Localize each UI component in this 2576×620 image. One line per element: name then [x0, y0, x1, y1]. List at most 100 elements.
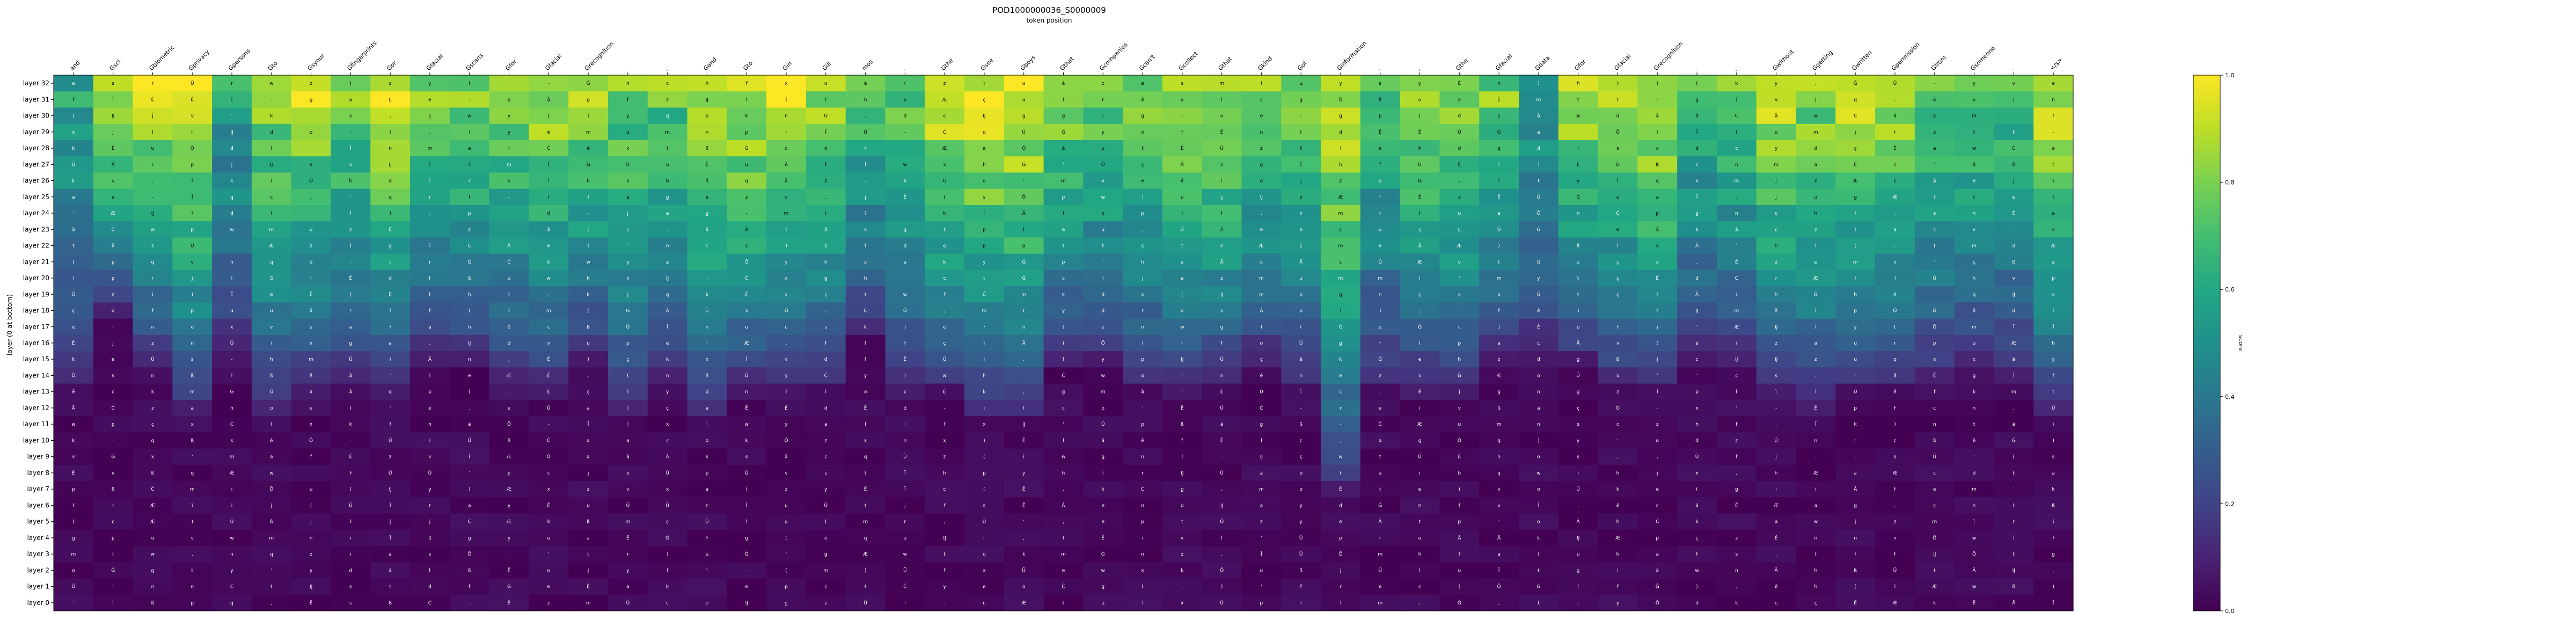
- cell-token-label: ā: [1656, 114, 1659, 119]
- heatmap-cell: [1321, 286, 1361, 303]
- cell-token-label: .: [1379, 390, 1381, 395]
- cell-token-label: r: [1340, 406, 1342, 411]
- cell-token-label: Ō: [547, 454, 551, 460]
- cell-token-label: h: [468, 292, 471, 297]
- cell-token-label: Æ: [863, 552, 868, 557]
- cell-token-label: h: [1497, 455, 1501, 460]
- cell-token-label: -: [508, 195, 510, 200]
- heatmap-cell: [806, 205, 846, 222]
- heatmap-cell: [1360, 107, 1401, 125]
- cell-token-label: ŀ: [706, 536, 708, 541]
- cell-token-label: Ā: [1022, 210, 1026, 216]
- cell-token-label: (: [627, 373, 629, 378]
- cell-token-label: Ī: [231, 97, 233, 103]
- cell-token-label: -: [1340, 422, 1341, 427]
- cell-token-label: Ű: [1537, 194, 1541, 200]
- heatmap-cell: [1637, 237, 1678, 254]
- cell-token-label: i: [271, 179, 273, 184]
- heatmap-cell: [1123, 269, 1163, 287]
- cell-token-label: z: [587, 487, 590, 492]
- heatmap-cell: [93, 253, 134, 271]
- heatmap-cell: [1083, 286, 1123, 303]
- heatmap-cell: [1954, 123, 1995, 141]
- heatmap-cell: [1875, 253, 1915, 271]
- heatmap-cell: [1598, 172, 1638, 189]
- heatmap-cell: [1994, 156, 2034, 173]
- heatmap-cell: [1123, 188, 1163, 206]
- cell-token-label: z: [824, 438, 827, 443]
- cell-token-label: x: [785, 276, 788, 281]
- cell-token-label: z: [824, 601, 827, 606]
- heatmap-cell: [370, 156, 411, 173]
- cell-token-label: y: [983, 260, 986, 265]
- cell-token-label: ,: [508, 81, 510, 86]
- cell-token-label: ā: [1260, 471, 1263, 476]
- cell-token-label: ì: [1933, 195, 1935, 200]
- cell-token-label: r: [1379, 536, 1381, 541]
- cell-token-label: ā: [1656, 568, 1659, 573]
- cell-token-label: y: [428, 81, 431, 86]
- cell-token-label: q: [1497, 146, 1501, 151]
- cell-token-label: .: [1894, 211, 1896, 216]
- cell-token-label: ç: [72, 309, 75, 314]
- cell-token-label: l: [152, 130, 153, 135]
- heatmap-cell: [1043, 172, 1084, 189]
- cell-token-label: Ű: [1299, 340, 1303, 346]
- cell-token-label: ā: [2052, 260, 2055, 265]
- heatmap-cell: [1835, 205, 1876, 222]
- cell-token-label: Ē: [1220, 129, 1224, 135]
- heatmap-cell: [806, 156, 846, 173]
- cell-token-label: Ċ: [547, 145, 550, 151]
- heatmap-cell: [133, 188, 173, 206]
- heatmap-cell: [845, 123, 886, 141]
- cell-token-label: Ű: [1774, 437, 1778, 443]
- cell-token-label: -: [746, 211, 748, 216]
- cell-token-label: d: [1695, 601, 1699, 606]
- cell-token-label: Ű: [626, 324, 630, 330]
- cell-token-label: j: [1814, 97, 1817, 103]
- cell-token-label: o: [1299, 487, 1302, 492]
- cell-token-label: t: [2013, 130, 2015, 135]
- heatmap-cell: [885, 286, 925, 303]
- cell-token-label: t: [1063, 601, 1065, 606]
- cell-token-label: ā: [1181, 260, 1184, 265]
- heatmap-cell: [1994, 172, 2034, 189]
- cell-token-label: c: [1893, 438, 1896, 443]
- x-tick-label: Gor: [385, 60, 398, 72]
- cell-token-label: y: [626, 114, 630, 119]
- cell-token-label: Ī: [746, 502, 748, 508]
- heatmap-cell: [845, 205, 886, 222]
- heatmap-cell: [370, 140, 411, 157]
- cell-token-label: a: [904, 260, 907, 265]
- cell-token-label: Ē: [547, 502, 550, 508]
- heatmap-cell: [1914, 123, 1955, 141]
- heatmap-cell: [133, 205, 173, 222]
- cell-token-label: n: [468, 357, 471, 362]
- cell-token-label: Ũ: [349, 502, 353, 508]
- heatmap-cell: [133, 253, 173, 271]
- x-tick-label: Gcompanies: [1098, 41, 1129, 72]
- heatmap-cell: [291, 107, 332, 125]
- cell-token-label: v: [191, 260, 194, 265]
- cell-token-label: -: [1300, 406, 1302, 411]
- cell-token-label: ): [983, 438, 985, 443]
- cell-token-label: ā: [706, 227, 709, 232]
- heatmap-cell: [1123, 205, 1163, 222]
- cell-token-label: h: [1814, 211, 1818, 216]
- heatmap-cell: [1796, 221, 1836, 238]
- heatmap-cell: [727, 221, 767, 238]
- cell-token-label: .: [508, 552, 510, 557]
- cell-token-label: p: [1141, 520, 1144, 525]
- cell-token-label: ā: [1933, 179, 1936, 184]
- heatmap-cell: [568, 156, 609, 173]
- cell-token-label: z: [1458, 195, 1461, 200]
- cell-token-label: Æ: [1338, 195, 1343, 200]
- cell-token-label: x: [1458, 97, 1461, 103]
- cell-token-label: s: [627, 179, 630, 184]
- cell-token-label: k: [626, 146, 630, 151]
- cell-token-label: l: [1419, 341, 1421, 346]
- cell-token-label: l: [588, 195, 589, 200]
- cell-token-label: Ā: [1577, 519, 1580, 525]
- cell-token-label: Ġ: [1616, 405, 1620, 411]
- x-tick-label: Gcollect: [1177, 50, 1199, 72]
